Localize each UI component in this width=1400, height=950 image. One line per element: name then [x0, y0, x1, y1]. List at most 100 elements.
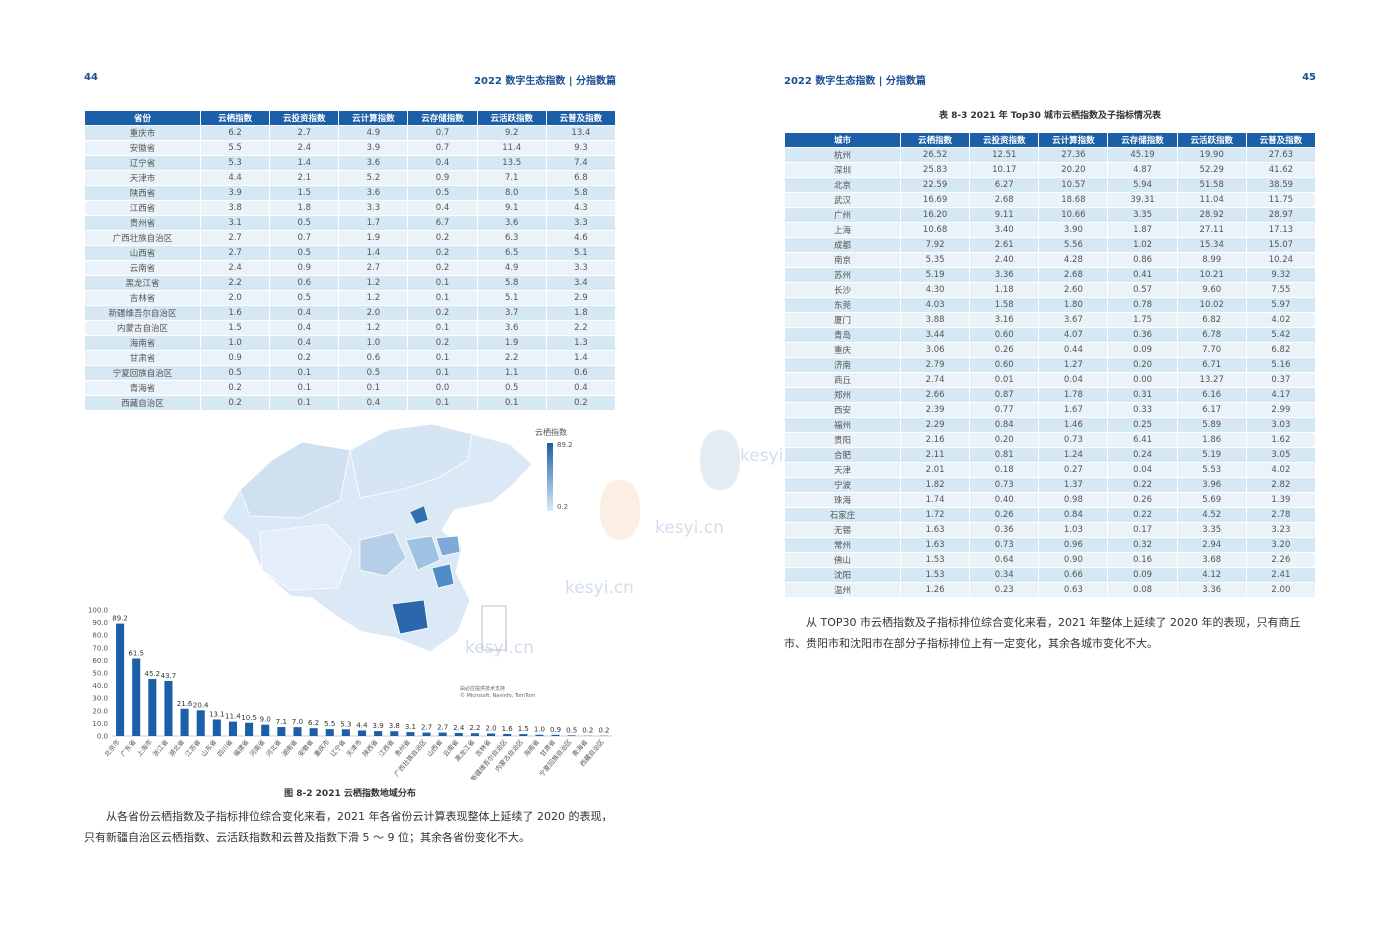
table-cell: 10.66	[1038, 207, 1109, 223]
table-cell: 0.5	[338, 365, 409, 381]
table-cell: 石家庄	[784, 507, 901, 523]
table-cell: 3.90	[1038, 222, 1109, 238]
table-cell: 0.87	[969, 387, 1040, 403]
table-cell: 3.1	[199, 215, 271, 231]
column-header: 云普及指数	[1245, 132, 1317, 148]
bar	[357, 730, 367, 736]
region-xinjiang	[239, 441, 351, 519]
table-row: 天津 2.01 0.18 0.27 0.04 5.53 4.02	[784, 462, 1317, 478]
table-cell: 1.63	[899, 537, 971, 553]
table-cell: 0.57	[1107, 282, 1178, 298]
table-cell: 6.27	[969, 177, 1040, 193]
table-cell: 1.39	[1245, 492, 1317, 508]
region-hubei	[405, 535, 441, 571]
table-cell: 深圳	[784, 162, 901, 178]
table-cell: 6.41	[1107, 432, 1178, 448]
bar	[261, 724, 270, 736]
table-cell: 0.63	[1038, 582, 1109, 598]
map-legend: 云栖指数 89.2 0.2	[535, 427, 595, 517]
table-cell: 1.4	[545, 350, 617, 366]
table-cell: 3.35	[1107, 207, 1178, 223]
table-cell: 0.81	[969, 447, 1040, 463]
table-header-row: 城市 云栖指数 云投资指数 云计算指数 云存储指数 云活跃指数 云普及指数	[784, 132, 1317, 148]
table-cell: 东莞	[784, 297, 901, 313]
table-cell: 3.16	[969, 312, 1040, 328]
table-cell: 0.1	[269, 365, 340, 381]
bar	[374, 731, 383, 736]
table-cell: 3.03	[1245, 417, 1317, 433]
bar	[470, 733, 479, 736]
table-cell: 南京	[784, 252, 901, 268]
table-row: 海南省 1.0 0.4 1.0 0.2 1.9 1.3	[84, 335, 617, 351]
table-cell: 0.33	[1107, 402, 1178, 418]
x-category-label: 江西省	[376, 737, 396, 758]
table-cell: 1.80	[1038, 297, 1109, 313]
table-cell: 0.1	[269, 380, 340, 396]
table-cell: 6.82	[1176, 312, 1247, 328]
table-cell: 济南	[784, 357, 901, 373]
table-cell: 9.11	[969, 207, 1040, 223]
table-cell: 18.68	[1038, 192, 1109, 208]
table-cell: 新疆维吾尔自治区	[84, 305, 201, 321]
watermark-text: kesyi.cn	[565, 578, 634, 598]
x-category-label: 福建省	[231, 737, 251, 758]
watermark-figure	[700, 430, 740, 490]
table-cell: 2.26	[1245, 552, 1317, 568]
column-header: 云活跃指数	[476, 110, 547, 126]
table-cell: 2.7	[338, 260, 409, 276]
table-cell: 宁波	[784, 477, 901, 493]
region-beijing	[409, 505, 429, 525]
table-row: 北京 22.59 6.27 10.57 5.94 51.58 38.59	[784, 177, 1317, 193]
region-sichuan	[359, 531, 407, 577]
column-header: 云存储指数	[407, 110, 478, 126]
table-cell: 15.34	[1176, 237, 1247, 253]
bar	[277, 727, 286, 736]
map-credit-line: 由必应提供技术支持	[460, 686, 506, 692]
table-cell: 沈阳	[784, 567, 901, 583]
bar-data-label: 1.0	[534, 726, 545, 734]
table-cell: 51.58	[1176, 177, 1247, 193]
x-category-label: 安徽省	[296, 737, 316, 758]
table-cell: 4.28	[1038, 252, 1109, 268]
table-cell: 福州	[784, 417, 901, 433]
table-cell: 3.9	[338, 140, 409, 156]
table-cell: 2.9	[545, 290, 617, 306]
column-header: 省份	[84, 110, 201, 126]
bar	[228, 721, 237, 736]
region-north	[349, 423, 473, 499]
table-cell: 5.1	[545, 245, 617, 261]
table-cell: 0.36	[969, 522, 1040, 538]
table-cell: 0.5	[269, 245, 340, 261]
table-cell: 0.23	[969, 582, 1040, 598]
table-cell: 0.73	[969, 477, 1040, 493]
x-category-label: 湖南省	[280, 737, 300, 758]
table-cell: 3.05	[1245, 447, 1317, 463]
table-cell: 贵阳	[784, 432, 901, 448]
y-tick-label: 90.0	[92, 619, 108, 627]
table-cell: 0.37	[1245, 372, 1317, 388]
table-cell: 陕西省	[84, 185, 201, 201]
table-cell: 2.99	[1245, 402, 1317, 418]
column-header: 云普及指数	[545, 110, 617, 126]
table-row: 无锡 1.63 0.36 1.03 0.17 3.35 3.23	[784, 522, 1317, 538]
table-cell: 3.7	[476, 305, 547, 321]
table-cell: 7.92	[899, 237, 971, 253]
table-cell: 4.02	[1245, 462, 1317, 478]
bar	[325, 729, 334, 736]
table-cell: 珠海	[784, 492, 901, 508]
table-cell: 1.72	[899, 507, 971, 523]
table-cell: 苏州	[784, 267, 901, 283]
table-cell: 0.2	[407, 305, 478, 321]
table-cell: 1.4	[269, 155, 340, 171]
table-row: 常州 1.63 0.73 0.96 0.32 2.94 3.20	[784, 537, 1317, 553]
table-cell: 无锡	[784, 522, 901, 538]
y-tick-label: 50.0	[92, 670, 108, 678]
table-cell: 郑州	[784, 387, 901, 403]
table-cell: 1.8	[269, 200, 340, 216]
table-cell: 2.68	[969, 192, 1040, 208]
province-index-table: 省份 云栖指数 云投资指数 云计算指数 云存储指数 云活跃指数 云普及指数 重庆市 6.2 2.…	[84, 110, 617, 411]
bar-data-label: 43.7	[161, 672, 177, 680]
table-cell: 0.31	[1107, 387, 1178, 403]
table-cell: 0.84	[969, 417, 1040, 433]
table-cell: 2.2	[199, 275, 271, 291]
